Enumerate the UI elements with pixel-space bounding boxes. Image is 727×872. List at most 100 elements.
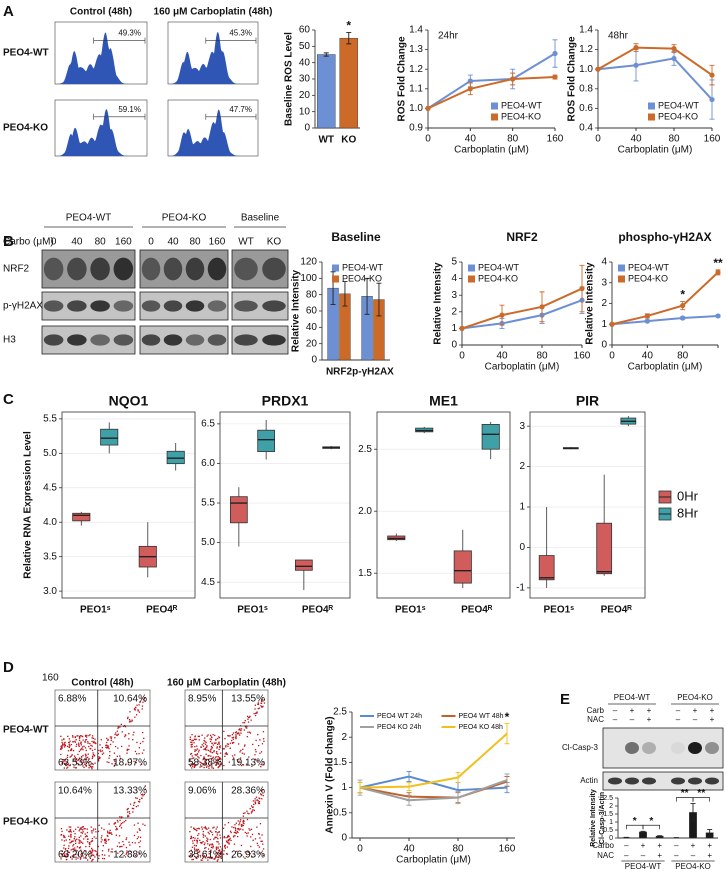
event-dot: [240, 749, 242, 752]
event-dot: [207, 831, 209, 834]
event-dot: [119, 816, 121, 818]
error-bar: [323, 52, 329, 57]
y-tick-label: 40: [299, 57, 311, 68]
event-dot: [101, 850, 104, 852]
event-dot: [73, 766, 75, 768]
event-dot: [132, 807, 135, 810]
event-dot: [119, 755, 121, 757]
event-dot: [85, 762, 87, 764]
dose-label: 0: [148, 237, 154, 248]
event-dot: [203, 756, 205, 758]
event-dot: [110, 737, 112, 740]
event-dot: [190, 753, 192, 755]
event-dot: [229, 830, 232, 832]
event-dot: [209, 738, 211, 740]
event-dot: [74, 756, 76, 759]
event-dot: [202, 833, 204, 835]
band: [141, 334, 161, 346]
marker: [709, 72, 715, 78]
event-dot: [91, 737, 93, 739]
event-dot: [202, 857, 204, 860]
event-dot: [192, 763, 194, 765]
event-dot: [201, 841, 203, 844]
event-dot: [65, 848, 67, 850]
event-dot: [82, 749, 84, 751]
event-dot: [223, 850, 225, 852]
event-dot: [76, 743, 78, 745]
event-dot: [197, 735, 199, 737]
event-dot: [108, 748, 110, 750]
row-label: PEO4-KO: [3, 817, 48, 828]
event-dot: [127, 716, 129, 718]
event-dot: [86, 761, 88, 763]
event-dot: [244, 744, 246, 746]
event-dot: [113, 765, 115, 767]
event-dot: [189, 765, 192, 767]
event-dot: [92, 766, 94, 768]
event-dot: [129, 844, 131, 846]
event-dot: [84, 836, 87, 838]
event-dot: [70, 743, 72, 746]
event-dot: [74, 839, 76, 841]
quadrant-lines: [55, 782, 150, 862]
legend-swatch: [468, 264, 475, 272]
event-dot: [210, 755, 212, 757]
event-dot: [191, 755, 193, 757]
event-dot: [129, 850, 131, 852]
event-dot: [72, 741, 74, 743]
event-dot: [144, 788, 146, 790]
event-dot: [216, 826, 218, 828]
event-dot: [260, 790, 263, 792]
event-dot: [116, 845, 119, 847]
event-dot: [263, 702, 266, 704]
event-dot: [190, 744, 192, 746]
event-dot: [80, 854, 82, 856]
event-dot: [141, 797, 143, 799]
event-dot: [87, 841, 89, 843]
event-dot: [203, 742, 205, 744]
chart-title: NQO1: [109, 393, 149, 409]
event-dot: [85, 755, 87, 757]
legend-label: PEO4 KO 48h: [459, 724, 503, 731]
event-dot: [116, 827, 118, 829]
marker: [680, 302, 686, 309]
event-dot: [239, 822, 241, 824]
event-dot: [216, 841, 218, 843]
y-axis-label: Baseline ROS Level: [284, 32, 295, 126]
event-dot: [239, 820, 241, 823]
x-tick-label: 0: [425, 134, 431, 145]
panel-label: C: [3, 391, 14, 408]
event-dot: [237, 831, 239, 834]
event-dot: [191, 743, 193, 745]
marker: [644, 313, 650, 319]
event-dot: [240, 728, 243, 730]
event-dot: [239, 728, 241, 730]
event-dot: [63, 738, 65, 740]
event-dot: [217, 759, 219, 762]
event-dot: [215, 739, 217, 741]
event-dot: [196, 842, 198, 844]
event-dot: [194, 736, 196, 738]
x-tick-label: 0: [595, 134, 601, 145]
event-dot: [106, 746, 109, 748]
event-dot: [191, 741, 193, 743]
event-dot: [249, 829, 251, 831]
band: [234, 334, 258, 346]
event-dot: [230, 831, 232, 834]
event-dot: [227, 836, 229, 838]
event-dot: [140, 763, 143, 766]
event-dot: [92, 737, 94, 739]
event-dot: [138, 853, 140, 855]
series-line: [461, 299, 583, 330]
event-dot: [198, 757, 200, 759]
event-dot: [259, 752, 261, 754]
event-dot: [219, 852, 221, 854]
chart-title: ME1: [429, 393, 458, 409]
event-dot: [116, 819, 119, 822]
event-dot: [97, 760, 100, 762]
event-dot: [66, 745, 69, 747]
blot: [602, 727, 724, 769]
event-dot: [262, 795, 264, 797]
event-dot: [84, 828, 86, 830]
event-dot: [260, 793, 262, 795]
